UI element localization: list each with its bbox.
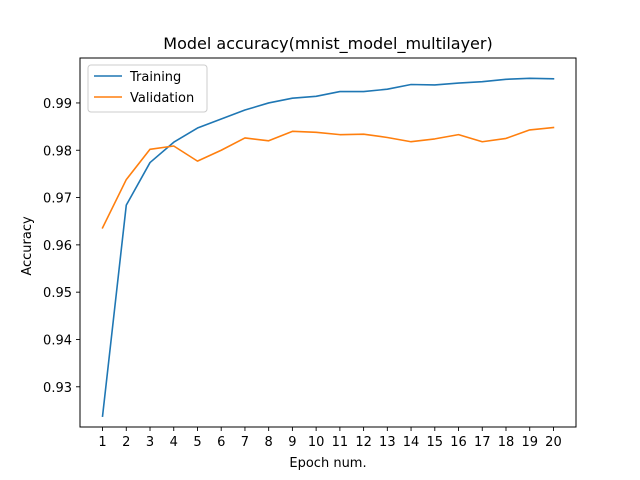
x-tick-label: 3: [146, 435, 154, 450]
y-tick-label: 0.94: [43, 333, 72, 348]
y-axis-label: Accuracy: [20, 216, 35, 276]
y-tick-label: 0.96: [43, 239, 72, 254]
x-tick-label: 19: [521, 435, 538, 450]
x-tick-label: 12: [355, 435, 372, 450]
x-tick-label: 2: [122, 435, 130, 450]
legend: Training Validation: [87, 64, 208, 113]
legend-label-validation: Validation: [130, 91, 194, 106]
y-tick-label: 0.93: [43, 381, 72, 396]
x-tick-label: 17: [474, 435, 491, 450]
legend-label-training: Training: [129, 70, 181, 85]
x-tick-label: 4: [170, 435, 178, 450]
x-tick-label: 14: [403, 435, 420, 450]
y-tick-label: 0.97: [43, 192, 72, 207]
y-tick-label: 0.98: [43, 144, 72, 159]
x-tick-label: 18: [498, 435, 515, 450]
x-tick-label: 11: [332, 435, 349, 450]
x-tick-label: 6: [217, 435, 225, 450]
x-tick-label: 8: [265, 435, 273, 450]
x-axis-label: Epoch num.: [289, 456, 366, 471]
x-tick-label: 16: [450, 435, 467, 450]
series-line-training: [101, 77, 555, 418]
x-tick-label: 10: [308, 435, 325, 450]
y-tick-label: 0.99: [43, 97, 72, 112]
x-tick-label: 7: [241, 435, 249, 450]
x-tick-label: 13: [379, 435, 396, 450]
x-tick-label: 9: [288, 435, 296, 450]
x-tick-label: 20: [545, 435, 562, 450]
chart-title: Model accuracy(mnist_model_multilayer): [163, 34, 492, 54]
x-tick-label: 1: [98, 435, 106, 450]
y-tick-label: 0.95: [43, 286, 72, 301]
plot-area: 1 2 3 4 5 6 7 8 9 10 11 12 13 14 15 16 17 18 19 200.930.940…: [43, 57, 577, 450]
x-tick-label: 15: [427, 435, 444, 450]
x-tick-label: 5: [193, 435, 201, 450]
axes-frame: [79, 57, 577, 428]
series-line-validation: [101, 126, 555, 229]
